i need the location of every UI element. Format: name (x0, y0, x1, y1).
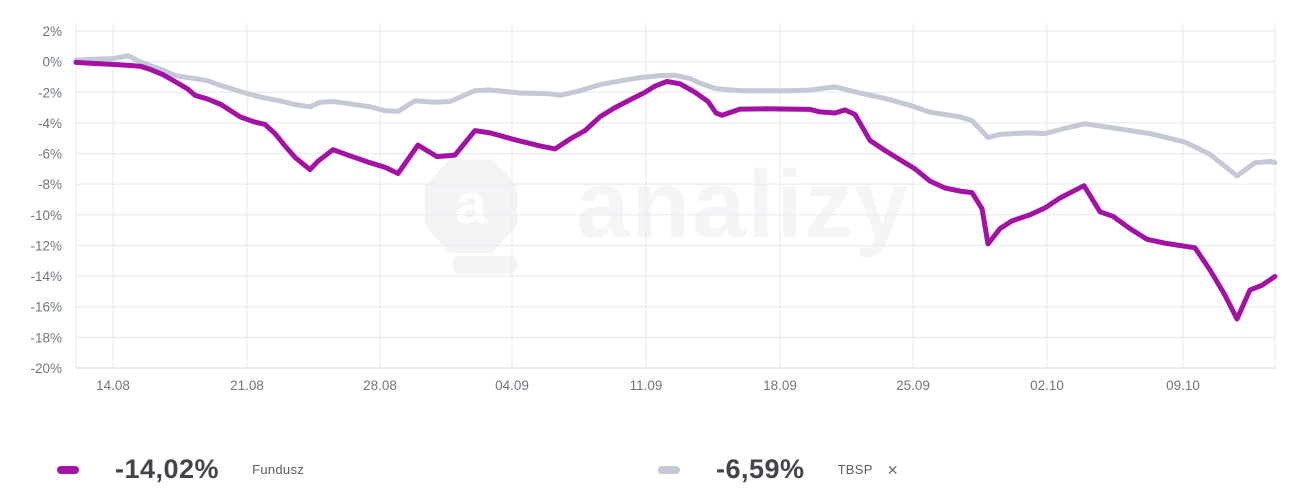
svg-text:11.09: 11.09 (630, 378, 663, 393)
svg-text:-4%: -4% (38, 116, 62, 131)
svg-text:-18%: -18% (30, 330, 62, 345)
fundusz-return-value: -14,02% (115, 454, 220, 484)
fundusz-label: Fundusz (252, 462, 305, 477)
line-chart-canvas: 2% 0% -2% -4% -6% -8% -10% -12% -14% -16% -18% -20%… (30, 23, 1278, 393)
svg-text:25.09: 25.09 (896, 378, 930, 393)
svg-text:21.08: 21.08 (230, 378, 264, 393)
performance-chart: a analizy 2% 0% -2% -4% -6% -8% -10% -12% -14% -1… (30, 23, 1278, 393)
svg-text:09.10: 09.10 (1166, 378, 1200, 393)
legend: -14,02% Fundusz -6,59% TBSP ✕ (0, 454, 1305, 485)
svg-text:0%: 0% (42, 55, 62, 70)
tbsp-line-swatch (658, 465, 680, 474)
remove-tbsp-button[interactable]: ✕ (886, 461, 899, 478)
svg-text:-14%: -14% (30, 269, 62, 284)
svg-text:18.09: 18.09 (763, 378, 797, 393)
svg-text:-10%: -10% (30, 208, 62, 223)
svg-text:-2%: -2% (38, 85, 62, 100)
tbsp-label: TBSP (837, 462, 873, 477)
svg-text:-20%: -20% (30, 361, 62, 376)
svg-text:2%: 2% (42, 24, 62, 39)
svg-text:28.08: 28.08 (363, 378, 397, 393)
svg-text:-6%: -6% (38, 147, 62, 162)
legend-item-fundusz: -14,02% Fundusz (57, 454, 658, 485)
svg-text:-8%: -8% (38, 177, 62, 192)
svg-text:02.10: 02.10 (1030, 378, 1064, 393)
fundusz-line-swatch (57, 465, 79, 474)
svg-text:04.09: 04.09 (495, 378, 529, 393)
svg-text:14.08: 14.08 (96, 378, 130, 393)
tbsp-return-value: -6,59% (716, 454, 805, 484)
svg-text:-16%: -16% (30, 300, 62, 315)
svg-text:-12%: -12% (30, 238, 62, 253)
legend-item-tbsp: -6,59% TBSP ✕ (658, 454, 898, 485)
